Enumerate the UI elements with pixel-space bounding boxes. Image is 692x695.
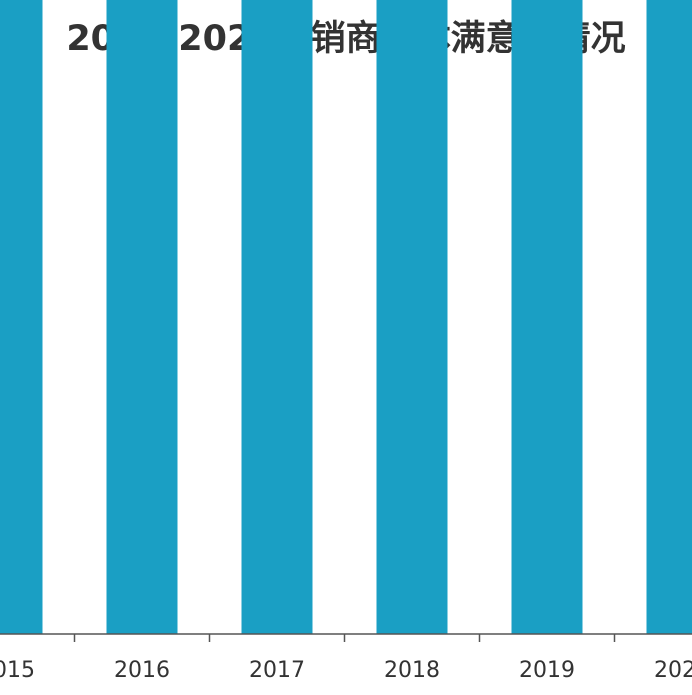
x-tick-label-2018: 2018: [384, 658, 440, 683]
x-tick-label-2019: 2019: [519, 658, 575, 683]
x-axis-tick-labels: 2015 2016 2017 2018 2019 2020: [0, 658, 692, 683]
x-tick-label-2016: 2016: [114, 658, 170, 683]
x-tick-label-2020: 2020: [654, 658, 692, 683]
x-axis-ticks: [75, 634, 615, 642]
x-tick-label-2015: 2015: [0, 658, 35, 683]
bar-2016: [107, 0, 178, 634]
x-tick-label-2017: 2017: [249, 658, 305, 683]
bar-2017: [242, 0, 313, 634]
bar-2019: [512, 0, 583, 634]
bar-2020: [647, 0, 692, 634]
bars-layer: [0, 0, 692, 634]
bar-2018: [377, 0, 448, 634]
bar-2015: [0, 0, 43, 634]
